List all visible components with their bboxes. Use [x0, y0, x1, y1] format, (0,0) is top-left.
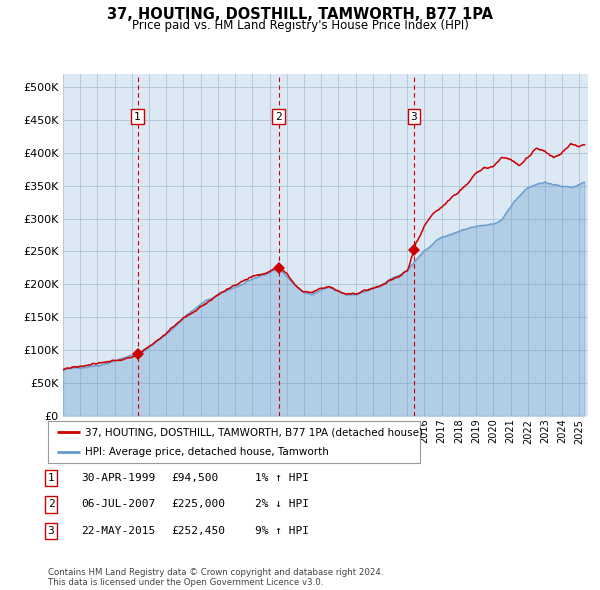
Text: £252,450: £252,450 [171, 526, 225, 536]
Text: 3: 3 [47, 526, 55, 536]
Text: 37, HOUTING, DOSTHILL, TAMWORTH, B77 1PA: 37, HOUTING, DOSTHILL, TAMWORTH, B77 1PA [107, 7, 493, 22]
Text: Contains HM Land Registry data © Crown copyright and database right 2024.
This d: Contains HM Land Registry data © Crown c… [48, 568, 383, 587]
Text: 3: 3 [410, 112, 418, 122]
Text: HPI: Average price, detached house, Tamworth: HPI: Average price, detached house, Tamw… [85, 447, 329, 457]
Text: £225,000: £225,000 [171, 500, 225, 509]
Text: 2: 2 [47, 500, 55, 509]
Text: 1: 1 [134, 112, 141, 122]
Text: 30-APR-1999: 30-APR-1999 [81, 473, 155, 483]
Text: 06-JUL-2007: 06-JUL-2007 [81, 500, 155, 509]
Text: £94,500: £94,500 [171, 473, 218, 483]
Text: 1% ↑ HPI: 1% ↑ HPI [255, 473, 309, 483]
Text: 2% ↓ HPI: 2% ↓ HPI [255, 500, 309, 509]
Text: 1: 1 [47, 473, 55, 483]
Text: 2: 2 [275, 112, 282, 122]
Text: 9% ↑ HPI: 9% ↑ HPI [255, 526, 309, 536]
Text: 37, HOUTING, DOSTHILL, TAMWORTH, B77 1PA (detached house): 37, HOUTING, DOSTHILL, TAMWORTH, B77 1PA… [85, 427, 423, 437]
Text: Price paid vs. HM Land Registry's House Price Index (HPI): Price paid vs. HM Land Registry's House … [131, 19, 469, 32]
Text: 22-MAY-2015: 22-MAY-2015 [81, 526, 155, 536]
